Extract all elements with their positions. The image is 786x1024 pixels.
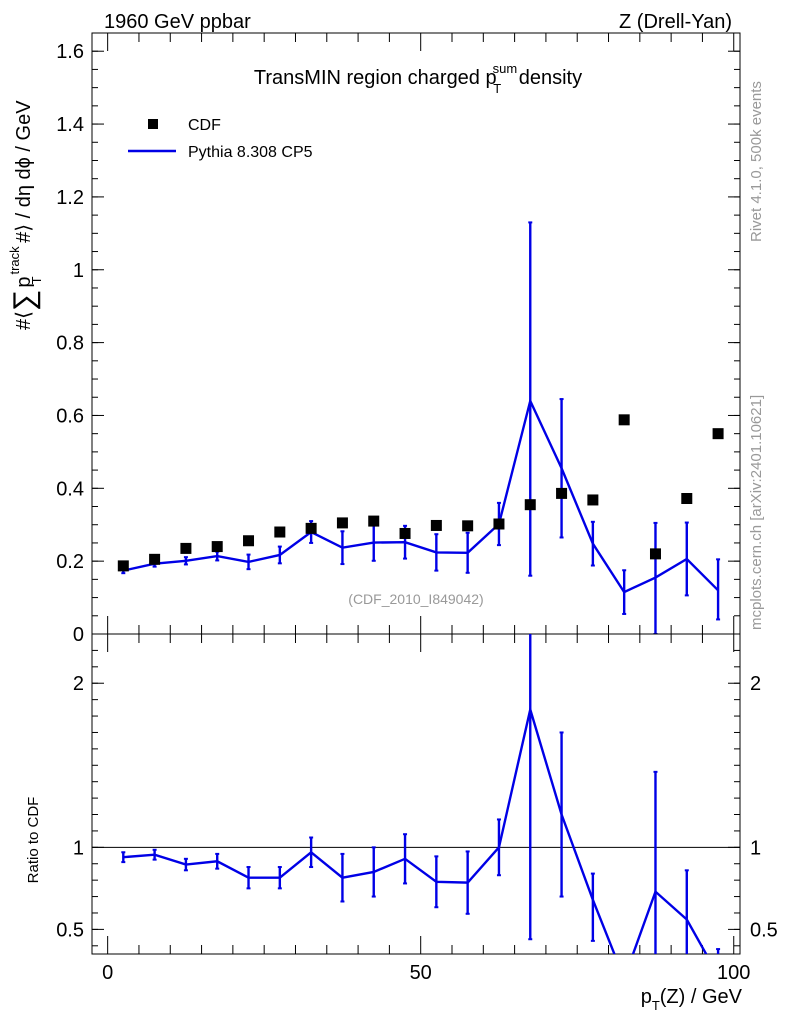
cdf-data-point <box>462 520 474 532</box>
legend-cdf-marker <box>148 119 158 129</box>
main-title-tail: density <box>513 67 582 89</box>
xlabel-tail: (Z) / GeV <box>660 986 743 1008</box>
cdf-data-point <box>211 541 223 553</box>
main-mc-line <box>123 397 719 594</box>
ratio-mc-line <box>123 704 708 954</box>
main-x-ticks <box>107 33 735 634</box>
cdf-data-point <box>493 518 505 530</box>
main-panel: 0 0.2 0.4 0.6 0.8 1 1.2 1.4 1.6 TransMIN region … <box>7 32 741 646</box>
ratio-y-ticks: 0.5 0.5 1 1 2 2 <box>56 649 778 947</box>
cdf-data-point <box>117 560 129 572</box>
header-energy-label: 1960 GeV ppbar <box>104 11 251 33</box>
cdf-data-point <box>368 515 380 527</box>
ratio-y-tick-label: 0.5 <box>56 919 84 941</box>
xlabel-sub: T <box>652 998 660 1013</box>
cdf-data-point <box>587 494 599 506</box>
cdf-data-point <box>524 499 536 511</box>
ratio-y-tick-label: 2 <box>73 673 84 695</box>
ratio-y-tick-label-right: 0.5 <box>750 919 778 941</box>
main-y-tick-label: 0.4 <box>56 478 84 500</box>
ratio-y-tick-label: 1 <box>73 837 84 859</box>
cdf-data-point <box>399 527 411 539</box>
main-y-ticks: 0 0.2 0.4 0.6 0.8 1 1.2 1.4 1.6 <box>56 32 740 646</box>
ylabel-sup: track <box>7 246 22 275</box>
cdf-data-point <box>274 526 286 538</box>
ratio-plot-frame <box>91 633 741 955</box>
ylabel-sum: ∑ <box>8 290 41 311</box>
ylabel-suffix: #⟩ / dη dϕ / GeV <box>13 100 35 249</box>
main-plot-title: TransMIN region charged psum T density <box>254 61 582 96</box>
ylabel-p: p <box>13 277 35 288</box>
ratio-mc-series <box>121 634 721 954</box>
main-y-tick-label: 0 <box>73 624 84 646</box>
x-tick-label: 50 <box>410 962 432 984</box>
cdf-data-point <box>712 428 724 440</box>
ratio-panel: 0.5 0.5 1 1 2 2 0 50 100 Ratio to CDF pT(Z) / G… <box>25 633 778 1013</box>
main-title-sup: sum <box>493 61 518 76</box>
main-y-tick-label: 0.8 <box>56 333 84 355</box>
main-y-tick-label: 1.4 <box>56 114 84 136</box>
cdf-data-point <box>556 487 568 499</box>
cdf-data-point <box>649 548 661 560</box>
cdf-data-point <box>618 414 630 426</box>
x-tick-label: 100 <box>717 962 750 984</box>
xlabel-p: p <box>641 986 652 1008</box>
legend-mc-label: Pythia 8.308 CP5 <box>188 144 313 161</box>
ratio-y-tick-label-right: 1 <box>750 837 761 859</box>
main-y-axis-label: #⟨∑ p track T #⟩ / dη dϕ / GeV <box>7 100 44 330</box>
ylabel-prefix: #⟨ <box>13 311 35 330</box>
x-tick-label: 0 <box>102 962 113 984</box>
cdf-data-point <box>681 493 693 505</box>
cdf-data-point <box>149 553 161 565</box>
main-mc-clipped <box>121 221 721 634</box>
main-title-text: TransMIN region charged p <box>254 67 497 89</box>
main-y-tick-label: 0.2 <box>56 551 84 573</box>
main-title-sub: T <box>493 81 501 96</box>
cdf-data-point <box>336 517 348 529</box>
main-y-tick-label: 1.6 <box>56 41 84 63</box>
main-y-tick-label: 1.2 <box>56 187 84 209</box>
ratio-y-tick-label-right: 2 <box>750 673 761 695</box>
main-mc-series <box>121 221 721 634</box>
cdf-data-point <box>305 522 317 534</box>
legend-cdf-label: CDF <box>188 117 221 134</box>
ylabel-sub: T <box>29 276 44 284</box>
analysis-id-watermark: (CDF_2010_I849042) <box>348 591 483 607</box>
cdf-data-point <box>243 535 255 547</box>
main-y-tick-label: 1 <box>73 260 84 282</box>
ratio-x-ticks: 0 50 100 <box>102 634 750 984</box>
ratio-mc-clipped <box>121 634 721 954</box>
main-y-tick-label: 0.6 <box>56 405 84 427</box>
cdf-data-point <box>430 519 442 531</box>
main-data-series <box>117 414 724 572</box>
legend: CDF Pythia 8.308 CP5 <box>128 117 313 161</box>
rivet-version-label: Rivet 4.1.0, 500k events <box>748 81 765 242</box>
mcplots-credit-label: mcplots.cern.ch [arXiv:2401.10621] <box>748 395 765 630</box>
header-process-label: Z (Drell-Yan) <box>619 11 732 33</box>
x-axis-label: pT(Z) / GeV <box>641 986 743 1013</box>
ratio-y-axis-label: Ratio to CDF <box>25 797 42 884</box>
cdf-data-point <box>180 542 192 554</box>
